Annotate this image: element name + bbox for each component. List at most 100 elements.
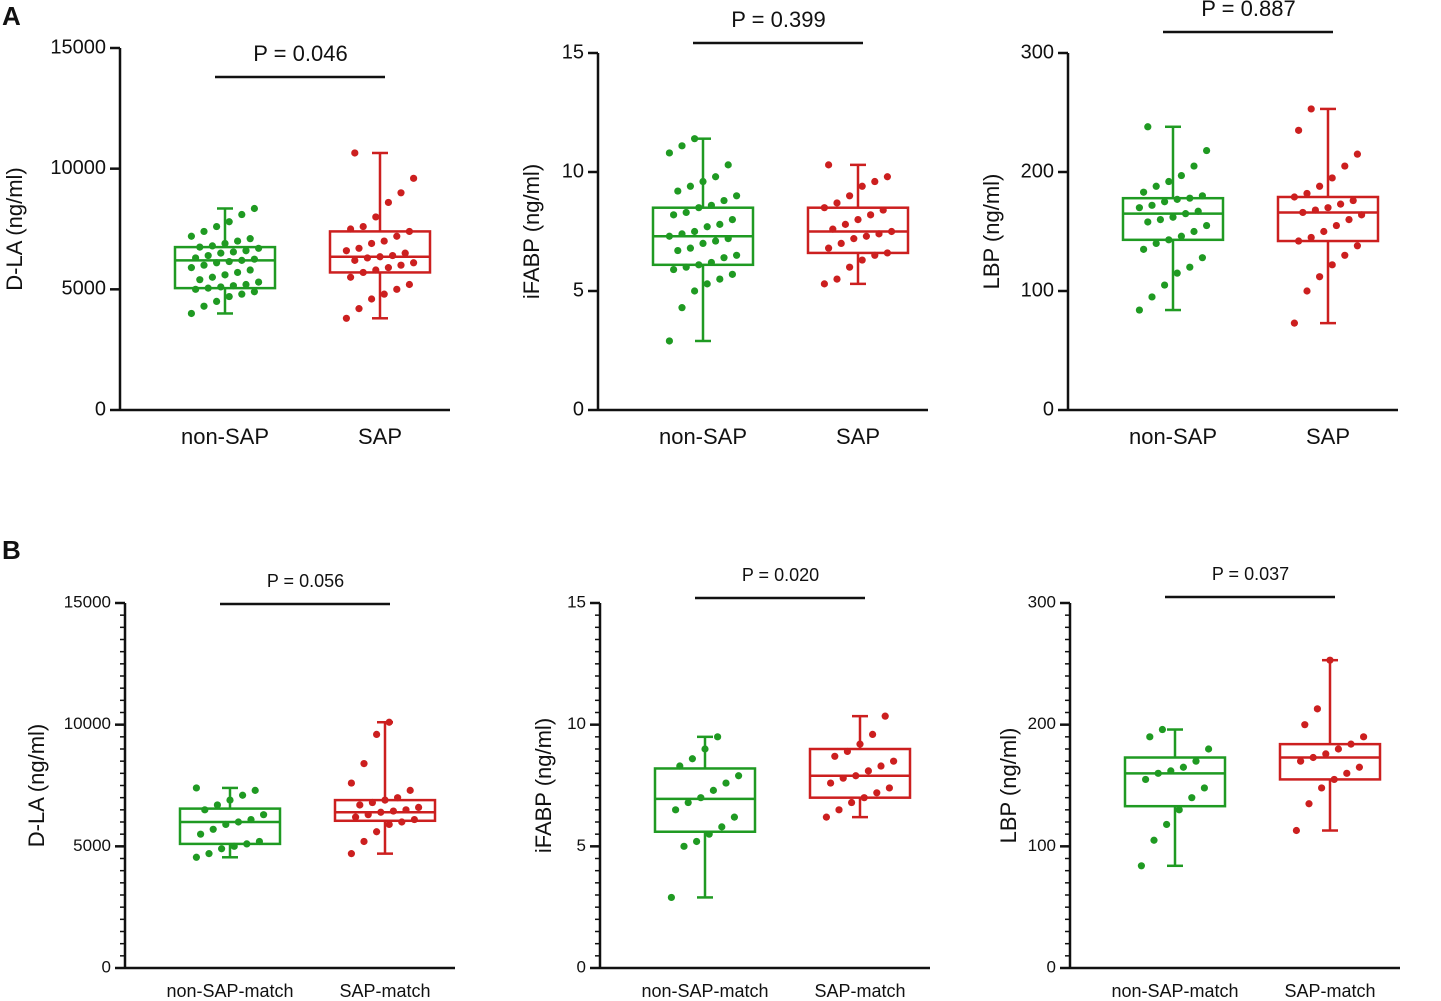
data-point [1297, 757, 1305, 765]
data-point [1334, 745, 1342, 753]
data-point [356, 801, 364, 809]
data-point [1347, 740, 1355, 748]
data-point [1299, 208, 1307, 217]
data-point [1175, 806, 1183, 814]
y-tick-label: 15 [567, 592, 586, 611]
data-point [260, 811, 268, 819]
data-point [1140, 188, 1148, 196]
data-point [1140, 245, 1148, 253]
data-point [351, 256, 359, 264]
data-point [406, 786, 414, 794]
data-point [1135, 306, 1143, 314]
data-point [665, 337, 674, 345]
data-point [890, 757, 898, 765]
data-point [846, 263, 854, 271]
data-point [397, 189, 405, 197]
data-point [393, 232, 401, 240]
data-point [1146, 733, 1154, 741]
data-point [347, 779, 355, 787]
data-point [205, 850, 213, 858]
data-point [385, 820, 393, 829]
data-point [869, 730, 877, 739]
data-point [1349, 196, 1357, 205]
data-point [691, 227, 699, 236]
data-point [1194, 207, 1202, 215]
data-point [695, 204, 703, 212]
data-point [376, 253, 384, 261]
data-point [368, 798, 376, 807]
y-tick-label: 5 [573, 279, 584, 301]
data-point [670, 211, 678, 219]
data-point [1341, 251, 1349, 259]
data-point [712, 173, 720, 181]
y-tick-label: 200 [1021, 160, 1054, 182]
data-point [712, 237, 720, 245]
data-point [716, 220, 724, 228]
y-tick-label: 300 [1028, 592, 1056, 611]
data-point [342, 314, 350, 322]
data-point [192, 285, 200, 293]
data-point [255, 278, 263, 286]
data-point [820, 280, 829, 288]
data-point [1167, 767, 1175, 775]
data-point [881, 712, 889, 720]
data-point [733, 251, 741, 259]
x-tick-label: SAP-match [814, 981, 905, 1001]
data-point [225, 257, 233, 266]
data-point [402, 806, 410, 814]
y-axis-label: D-LA (ng/ml) [2, 167, 27, 290]
data-point [1161, 198, 1169, 206]
data-point [680, 842, 688, 850]
panel-label: B [2, 535, 21, 565]
data-point [351, 149, 359, 157]
box [173, 245, 277, 290]
data-point [255, 837, 263, 846]
data-point [234, 268, 242, 277]
data-point [1326, 656, 1334, 664]
box [1276, 195, 1380, 243]
data-point [833, 275, 841, 283]
data-point [1330, 775, 1338, 784]
data-point [873, 789, 881, 797]
data-point [393, 285, 401, 293]
data-point [678, 230, 686, 238]
data-point [1311, 206, 1319, 214]
data-point [728, 270, 737, 278]
data-point [255, 244, 263, 252]
data-point [678, 142, 686, 150]
y-tick-label: 5000 [73, 836, 111, 855]
data-point [733, 192, 741, 200]
data-point [1198, 254, 1206, 262]
data-point [373, 828, 381, 836]
data-point [242, 247, 250, 255]
data-point [841, 220, 850, 228]
data-point [1307, 105, 1315, 113]
data-point [871, 251, 879, 259]
data-point [385, 718, 393, 726]
data-point [724, 161, 732, 169]
data-point [718, 823, 726, 831]
data-point [196, 276, 204, 284]
data-point [697, 794, 705, 802]
data-point [883, 173, 892, 181]
data-point [888, 227, 896, 236]
data-point [1290, 319, 1298, 327]
y-axis-label: LBP (ng/ml) [979, 174, 1004, 290]
data-point [347, 273, 355, 281]
data-point [222, 820, 230, 829]
x-tick-label: SAP-match [1284, 981, 1375, 1001]
data-point [1190, 162, 1198, 170]
y-tick-label: 15 [562, 41, 584, 63]
data-point [238, 256, 246, 264]
y-tick-label: 15000 [50, 36, 106, 58]
data-point [251, 786, 259, 794]
data-point [875, 230, 883, 238]
data-point [213, 259, 221, 267]
data-point [848, 798, 856, 807]
data-point [665, 232, 674, 240]
data-point [347, 850, 355, 858]
data-point [230, 842, 238, 850]
data-point [1313, 705, 1321, 713]
data-point [822, 813, 831, 821]
data-point [352, 813, 360, 821]
